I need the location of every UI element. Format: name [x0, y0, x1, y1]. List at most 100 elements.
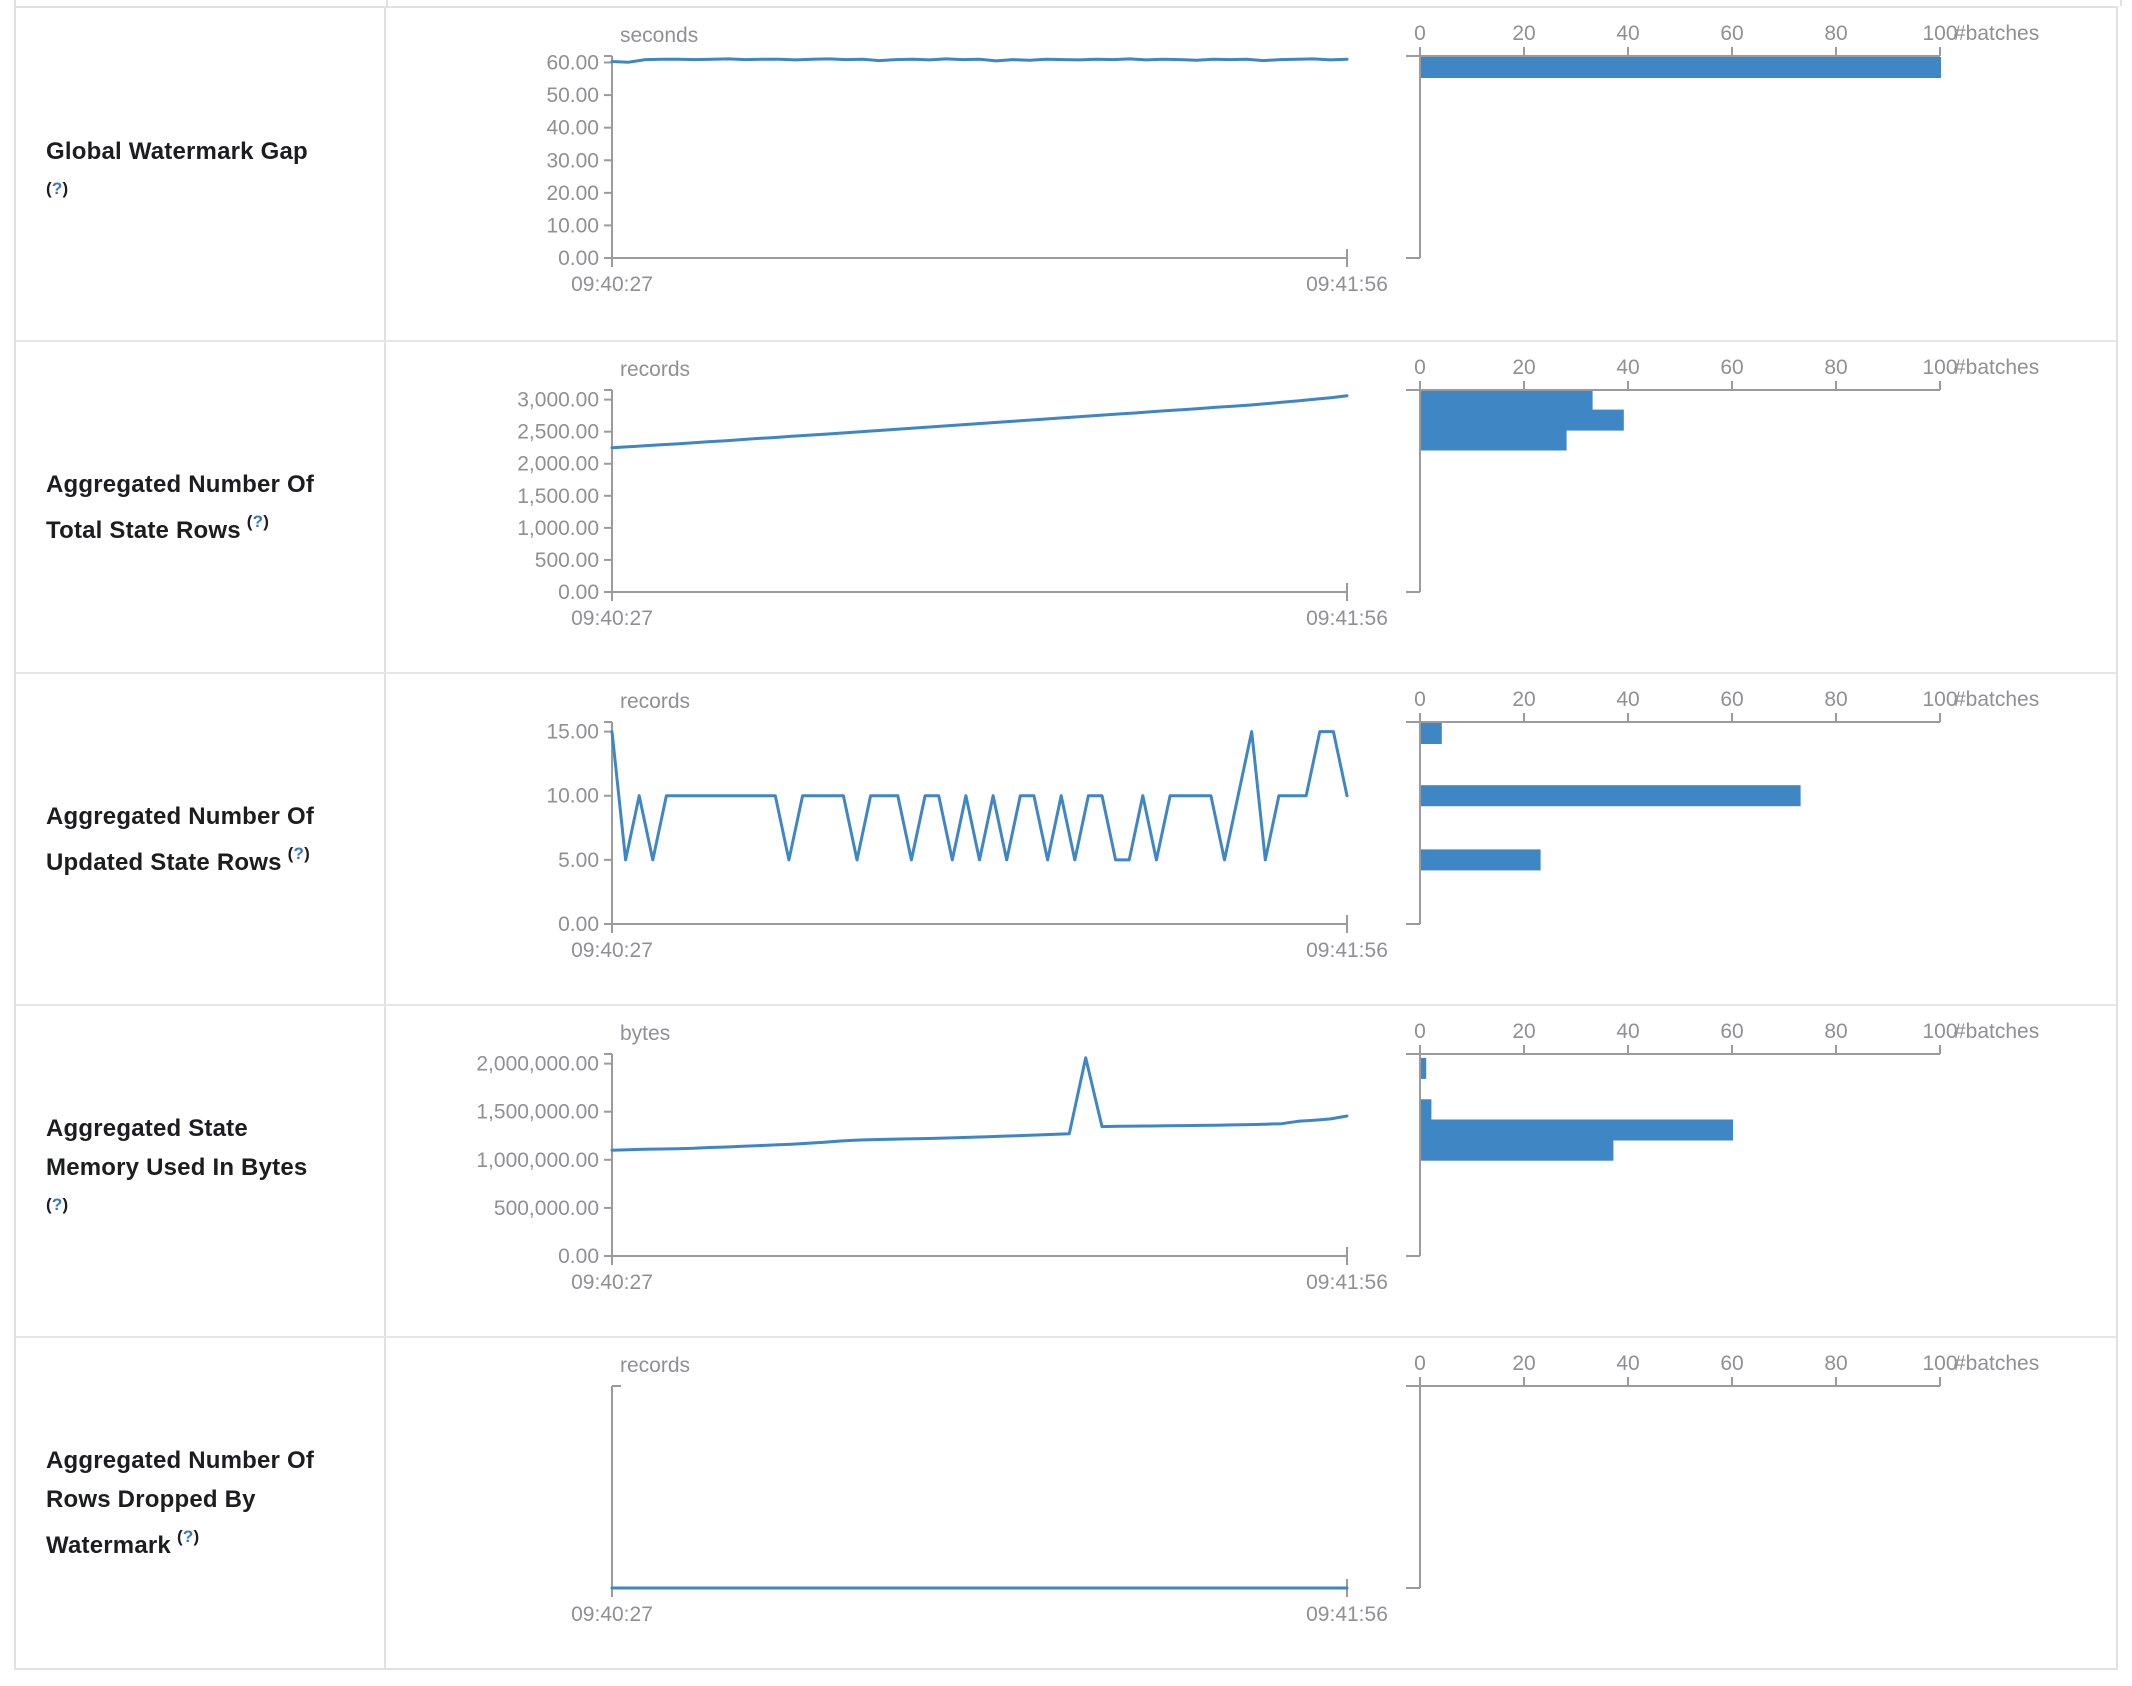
y-tick-label: 10.00: [546, 214, 599, 237]
metric-label-line: Global Watermark Gap: [46, 137, 308, 165]
timeline-chart-4: records 09:40:27 09:41:56: [571, 1354, 1388, 1626]
histogram-bar: [1421, 1139, 1614, 1161]
hist-tick-label: 60: [1720, 356, 1743, 379]
y-tick-label: 1,000,000.00: [476, 1149, 599, 1172]
hist-tick-label: 80: [1824, 1020, 1847, 1043]
metric-charts-cell: seconds 60.00 50.00 40.00 30.00 20.00 10.00 0.0…: [386, 8, 2116, 340]
x-tick-start: 09:40:27: [571, 1603, 653, 1626]
metric-row-2: Aggregated Number Of Updated State Rows (?…: [16, 672, 2116, 1004]
y-tick-label: 30.00: [546, 149, 599, 172]
metric-charts-cell: records 3,000.00 2,500.00 2,000.00 1,500.00 1…: [386, 342, 2116, 672]
histogram-bar: [1421, 723, 1442, 744]
metric-label-cell: Aggregated State Memory Used In Bytes (?): [16, 1006, 386, 1336]
unit-label: records: [620, 358, 690, 381]
x-tick-end: 09:41:56: [1306, 273, 1388, 296]
hist-tick-label: 40: [1616, 356, 1639, 379]
x-tick-end: 09:41:56: [1306, 607, 1388, 630]
metric-line-series: [610, 1056, 1349, 1152]
hist-tick-label: 0: [1414, 22, 1426, 45]
help-tooltip-link[interactable]: ?: [182, 1527, 194, 1546]
metric-label-cell: Aggregated Number Of Updated State Rows (?…: [16, 674, 386, 1004]
column-divider-stub: [386, 0, 388, 6]
batches-histogram-3: 0 20 40 60 80 100#batches: [1406, 1020, 2039, 1257]
y-tick-label: 0.00: [558, 247, 599, 270]
y-tick-label: 10.00: [546, 785, 599, 808]
hist-tick-label: 20: [1512, 356, 1535, 379]
help-tooltip: (?): [46, 1195, 69, 1214]
y-tick-label: 5.00: [558, 849, 599, 872]
help-tooltip: (?): [246, 511, 270, 531]
metric-line-series: [610, 57, 1349, 64]
metric-rows-container: Global Watermark Gap (?) seconds 60.00 50.00…: [16, 8, 2116, 1668]
y-tick-label: 1,000.00: [517, 517, 599, 540]
histogram-bar: [1421, 785, 1801, 807]
batches-histogram-1: 0 20 40 60 80 100#batches: [1406, 356, 2039, 593]
histogram-bar: [1421, 57, 1941, 78]
hist-tick-label: 100: [1922, 1020, 1957, 1043]
y-tick-label: 20.00: [546, 182, 599, 205]
help-tooltip-link[interactable]: ?: [51, 1195, 63, 1214]
histogram-bar: [1421, 391, 1593, 412]
help-tooltip-link[interactable]: ?: [252, 511, 264, 531]
histogram-bar: [1421, 429, 1567, 451]
hist-tick-label: 20: [1512, 1352, 1535, 1375]
timeline-chart-2: records 15.00 10.00 5.00 0.00 09:40:27 09:41:5…: [546, 690, 1387, 962]
unit-label: records: [620, 690, 690, 713]
hist-tick-label: 20: [1512, 22, 1535, 45]
x-tick-start: 09:40:27: [571, 273, 653, 296]
hist-axis-label: #batches: [1954, 22, 2039, 45]
metric-label-line: Watermark (?): [46, 1527, 200, 1559]
metric-label-cell: Global Watermark Gap (?): [16, 8, 386, 340]
help-tooltip-link[interactable]: ?: [293, 843, 305, 863]
y-tick-label: 2,500.00: [517, 421, 599, 444]
hist-axis-label: #batches: [1954, 1020, 2039, 1043]
metric-label-line: Rows Dropped By: [46, 1486, 256, 1513]
metric-charts-cell: records 15.00 10.00 5.00 0.00 09:40:27 09:41:5…: [386, 674, 2116, 1004]
hist-tick-label: 40: [1616, 1352, 1639, 1375]
y-tick-label: 2,000.00: [517, 453, 599, 476]
help-tooltip: (?): [287, 843, 310, 863]
y-tick-label: 60.00: [546, 52, 599, 75]
hist-tick-label: 40: [1616, 688, 1639, 711]
hist-tick-label: 100: [1922, 22, 1957, 45]
unit-label: bytes: [620, 1022, 670, 1045]
x-tick-start: 09:40:27: [571, 607, 653, 630]
x-tick-start: 09:40:27: [571, 1271, 653, 1294]
hist-axis-label: #batches: [1954, 688, 2039, 711]
metric-row-3: Aggregated State Memory Used In Bytes (?) b…: [16, 1004, 2116, 1336]
metric-label-line: Aggregated Number Of: [46, 1447, 315, 1474]
y-tick-label: 40.00: [546, 117, 599, 140]
histogram-bar: [1421, 1057, 1427, 1079]
metric-label-line: Updated State Rows (?): [46, 843, 310, 876]
y-tick-label: 0.00: [558, 913, 599, 936]
hist-tick-label: 20: [1512, 1020, 1535, 1043]
metric-line-series: [610, 730, 1349, 862]
hist-tick-label: 0: [1414, 1352, 1426, 1375]
batches-histogram-0: 0 20 40 60 80 100#batches: [1406, 22, 2039, 259]
hist-axis-label: #batches: [1954, 1352, 2039, 1375]
y-tick-label: 15.00: [546, 721, 599, 744]
hist-tick-label: 80: [1824, 22, 1847, 45]
histogram-bar: [1421, 849, 1541, 871]
metric-label-help-line: (?): [46, 1187, 350, 1233]
x-tick-end: 09:41:56: [1306, 1603, 1388, 1626]
hist-tick-label: 80: [1824, 1352, 1847, 1375]
help-tooltip-link[interactable]: ?: [51, 178, 63, 198]
metric-label-line: Total State Rows (?): [46, 511, 270, 544]
batches-histogram-2: 0 20 40 60 80 100#batches: [1406, 688, 2039, 925]
y-tick-label: 1,500,000.00: [476, 1101, 599, 1124]
timeline-chart-0: seconds 60.00 50.00 40.00 30.00 20.00 10.00 0.0…: [546, 24, 1388, 296]
histogram-bar: [1421, 409, 1624, 431]
hist-tick-label: 0: [1414, 688, 1426, 711]
batches-histogram-4: 0 20 40 60 80 100#batches: [1406, 1352, 2039, 1589]
help-tooltip: (?): [46, 178, 69, 198]
hist-tick-label: 60: [1720, 1020, 1743, 1043]
metric-row-0: Global Watermark Gap (?) seconds 60.00 50.00…: [16, 8, 2116, 340]
hist-axis-label: #batches: [1954, 356, 2039, 379]
metric-row-4: Aggregated Number Of Rows Dropped By Water…: [16, 1336, 2116, 1668]
hist-tick-label: 40: [1616, 1020, 1639, 1043]
metric-label-line: Memory Used In Bytes: [46, 1154, 308, 1181]
y-tick-label: 3,000.00: [517, 389, 599, 412]
x-tick-start: 09:40:27: [571, 939, 653, 962]
metric-label-cell: Aggregated Number Of Total State Rows (?): [16, 342, 386, 672]
